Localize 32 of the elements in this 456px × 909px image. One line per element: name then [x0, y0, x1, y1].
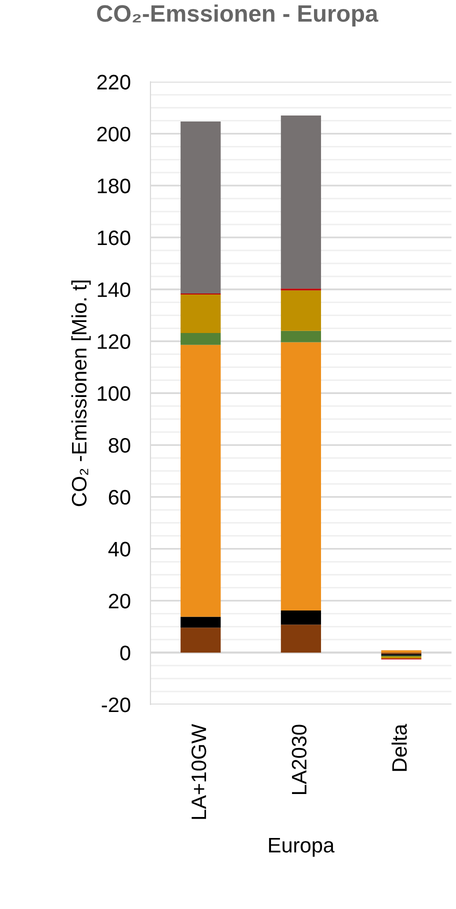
- bar: [280, 330, 322, 342]
- x-tick-label: LA2030: [292, 724, 307, 794]
- bar: [280, 342, 322, 611]
- bar: [180, 628, 221, 653]
- bar: [381, 656, 422, 659]
- bar: [280, 290, 322, 331]
- bar: [280, 610, 322, 625]
- x-axis-title: Europa: [269, 838, 335, 857]
- y-tick-label: 140: [98, 282, 130, 298]
- y-tick-label: 40: [108, 542, 130, 557]
- y-axis-title: CO₂ -Emissionen [Mio. t]: [71, 280, 91, 506]
- y-tick-label: 200: [97, 126, 130, 142]
- bar: [280, 116, 322, 289]
- y-tick-label: -20: [102, 697, 130, 712]
- x-tick-label: Delta: [392, 724, 407, 771]
- y-tick-label: 60: [108, 490, 130, 505]
- chart-title: CO₂-Emssionen - Europa: [97, 4, 378, 27]
- bar: [180, 122, 221, 294]
- y-tick-label: 0: [120, 646, 130, 660]
- bar: [180, 294, 221, 333]
- y-tick-label: 100: [98, 386, 130, 401]
- bar: [280, 624, 322, 653]
- y-tick-label: 220: [97, 74, 130, 90]
- y-tick-label: 20: [108, 594, 130, 608]
- y-tick-label: 160: [98, 230, 130, 246]
- x-tick-label: LA+10GW: [191, 724, 206, 819]
- y-tick-label: 80: [108, 438, 130, 453]
- y-tick-label: 120: [98, 334, 130, 350]
- bar: [180, 616, 221, 628]
- y-tick-label: 180: [98, 178, 130, 194]
- bar: [180, 344, 221, 617]
- bar: [180, 332, 221, 345]
